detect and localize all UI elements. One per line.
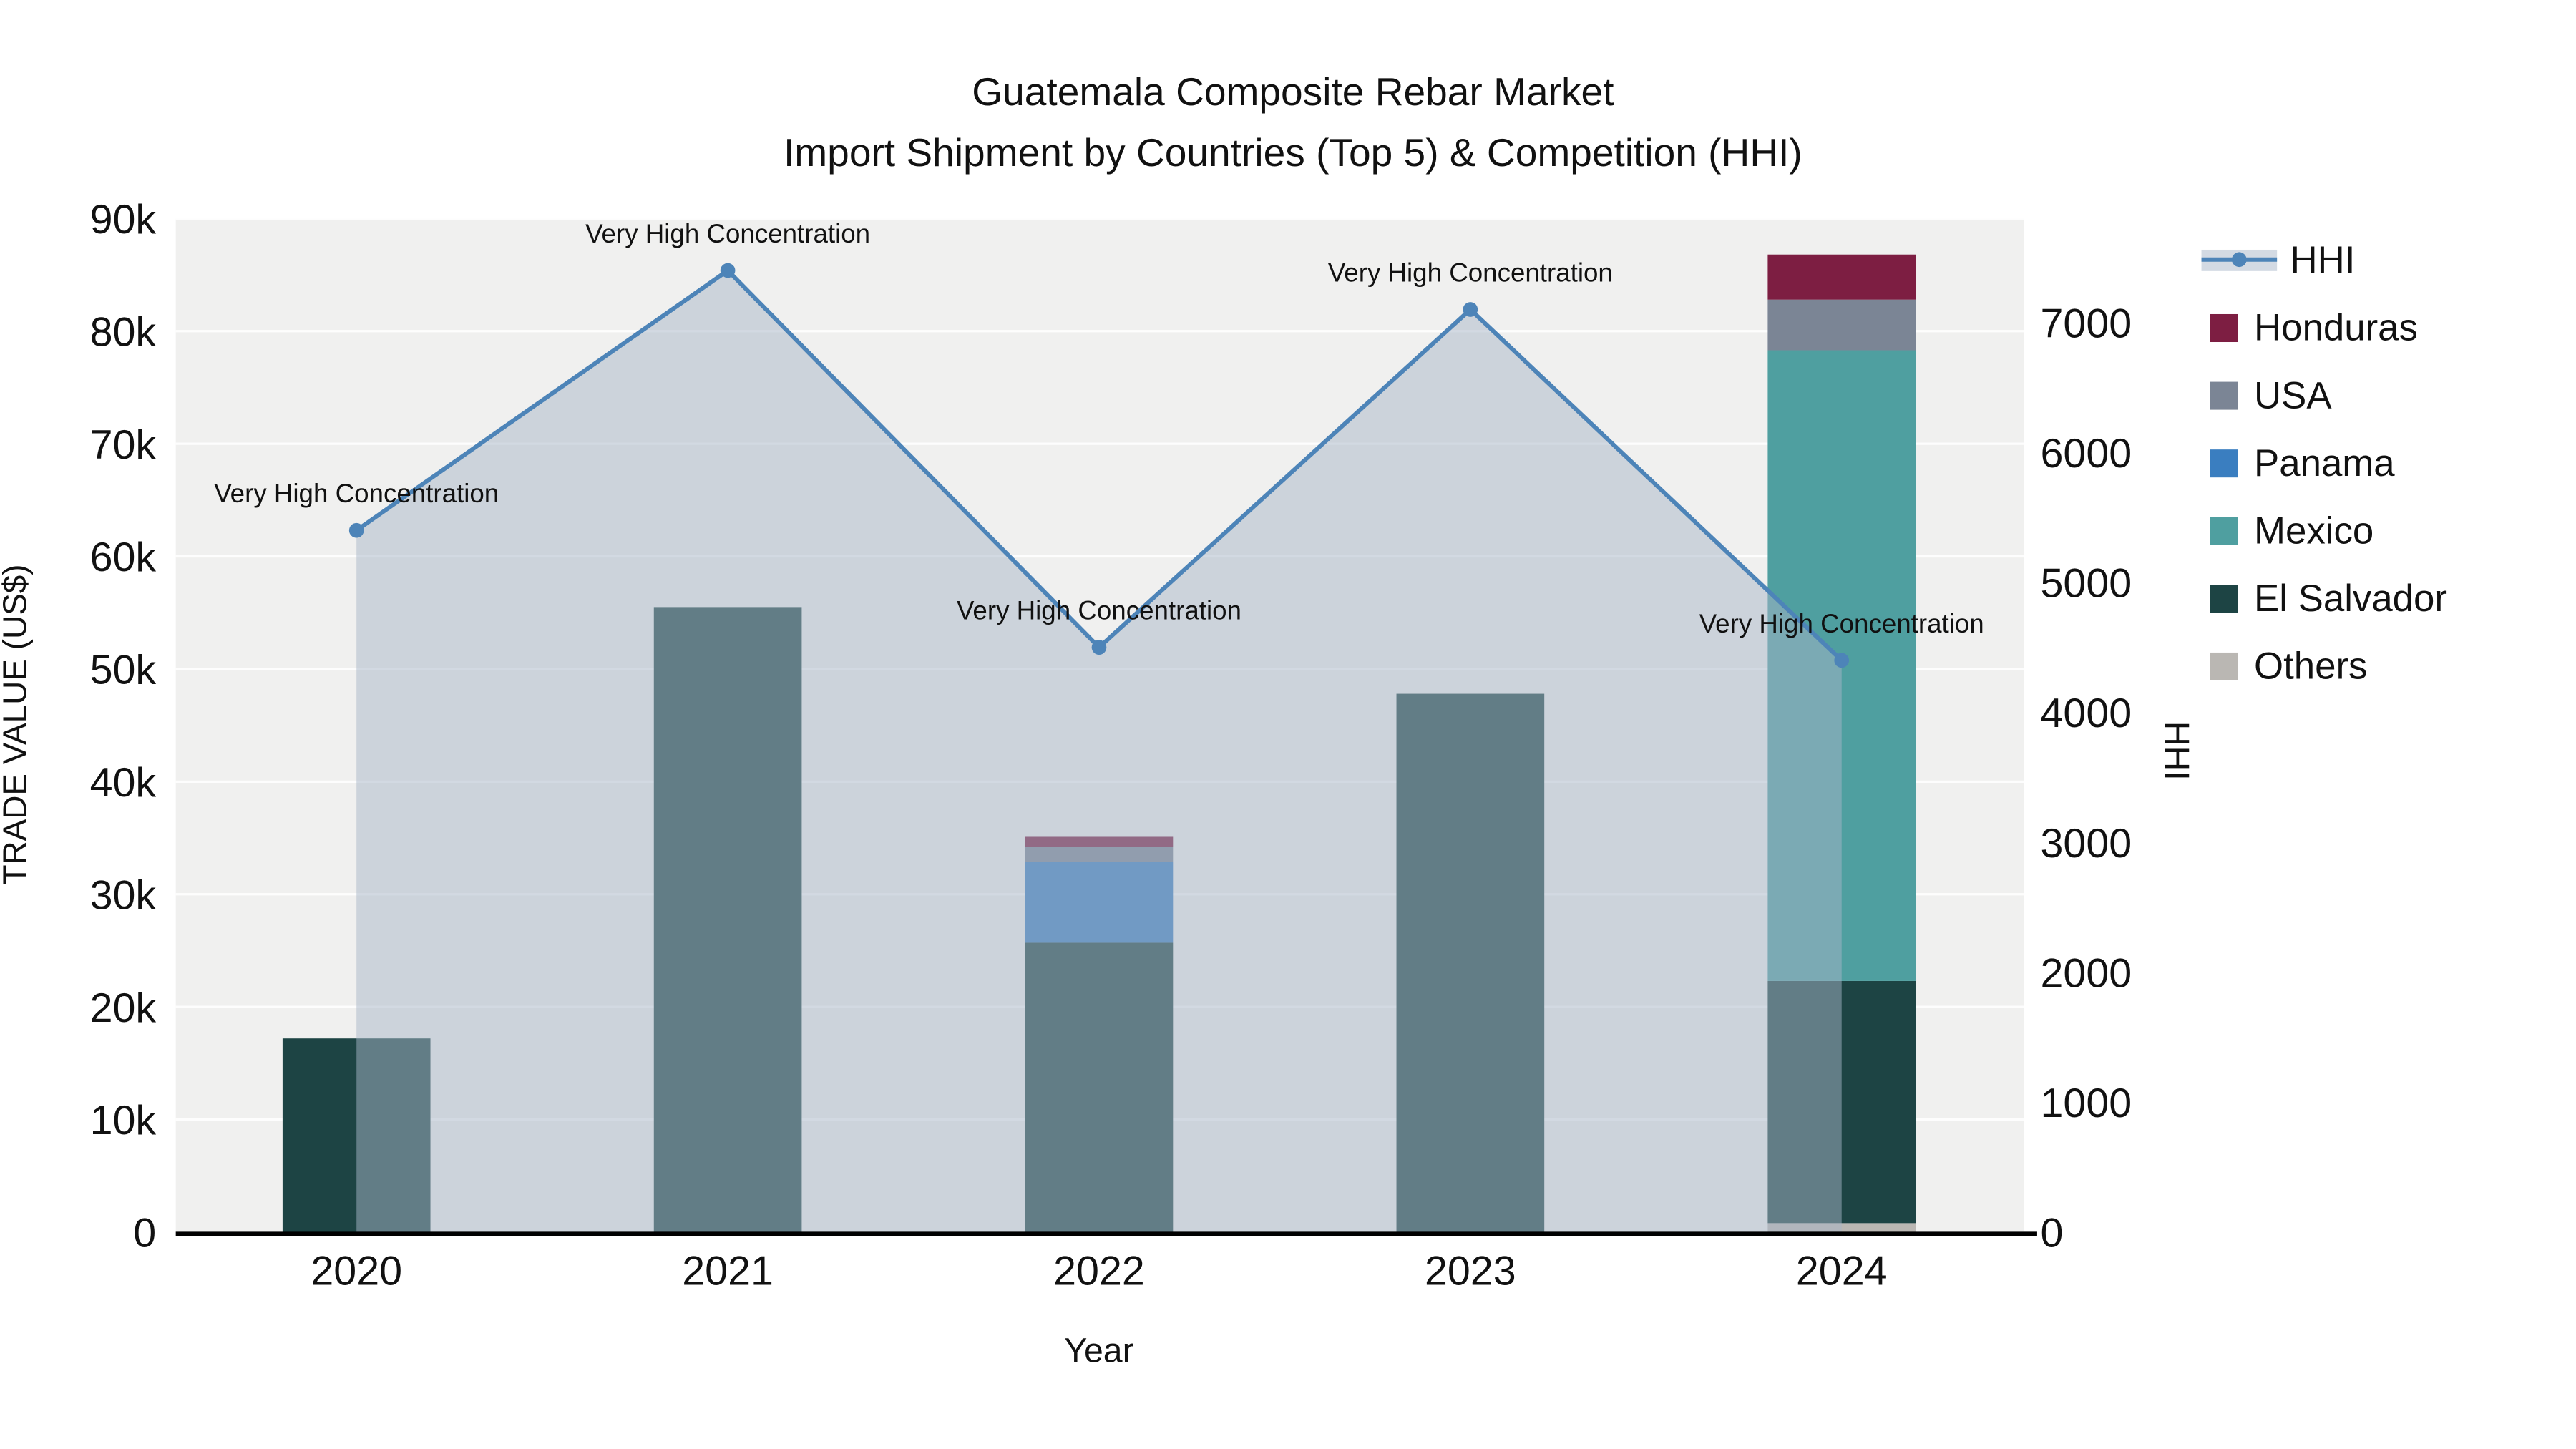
- left-axis-tick-0: 0: [133, 1211, 156, 1257]
- hhi-marker-2022: [1091, 640, 1107, 655]
- hhi-area-fill: [356, 270, 1842, 1232]
- legend-label-el-salvador: El Salvador: [2254, 577, 2447, 620]
- legend-label-mexico: Mexico: [2254, 509, 2373, 552]
- legend-swatch-panama: [2210, 449, 2238, 478]
- legend-swatch-others: [2210, 652, 2238, 680]
- right-axis-tick-4000: 4000: [2041, 691, 2132, 736]
- right-axis-tick-0: 0: [2041, 1211, 2064, 1257]
- left-axis-tick-40k: 40k: [90, 760, 157, 806]
- right-axis-tick-1000: 1000: [2041, 1080, 2132, 1126]
- legend-label-others: Others: [2254, 645, 2367, 688]
- left-axis-tick-90k: 90k: [90, 197, 157, 243]
- right-axis-tick-2000: 2000: [2041, 950, 2132, 996]
- left-axis-tick-30k: 30k: [90, 872, 157, 918]
- legend-label-panama: Panama: [2254, 442, 2395, 484]
- right-axis-tick-6000: 6000: [2041, 431, 2132, 477]
- annotation-2024: Very High Concentration: [1699, 609, 1984, 638]
- annotation-2020: Very High Concentration: [214, 479, 499, 508]
- annotation-2023: Very High Concentration: [1328, 258, 1613, 287]
- left-axis-tick-70k: 70k: [90, 422, 157, 468]
- left-axis-tick-80k: 80k: [90, 309, 157, 355]
- annotation-2022: Very High Concentration: [957, 596, 1241, 625]
- left-axis-tick-60k: 60k: [90, 535, 157, 580]
- legend-item-hhi[interactable]: HHI: [2201, 239, 2356, 281]
- legend-swatch-mexico: [2210, 517, 2238, 545]
- legend-label-honduras: Honduras: [2254, 307, 2418, 349]
- left-axis-title: TRADE VALUE (US$): [0, 564, 34, 884]
- chart-subtitle: Import Shipment by Countries (Top 5) & C…: [784, 130, 1802, 175]
- legend-item-mexico[interactable]: Mexico: [2210, 509, 2373, 552]
- legend-item-el-salvador[interactable]: El Salvador: [2210, 577, 2447, 620]
- legend-swatch-el-salvador: [2210, 585, 2238, 613]
- chart-title: Guatemala Composite Rebar Market: [972, 69, 1614, 114]
- x-axis-tick-2020: 2020: [311, 1248, 402, 1294]
- right-axis-title: HHI: [2157, 721, 2196, 781]
- legend-hhi-marker: [2232, 252, 2247, 268]
- legend-item-honduras[interactable]: Honduras: [2210, 307, 2418, 349]
- right-axis-tick-5000: 5000: [2041, 561, 2132, 607]
- right-axis-tick-7000: 7000: [2041, 301, 2132, 346]
- hhi-marker-2020: [348, 522, 364, 538]
- bar-segment-honduras-2024: [1767, 254, 1916, 300]
- x-axis-tick-2021: 2021: [682, 1248, 774, 1294]
- legend-label-hhi: HHI: [2290, 239, 2356, 281]
- legend-swatch-usa: [2210, 381, 2238, 410]
- left-axis-tick-10k: 10k: [90, 1098, 157, 1143]
- x-axis-tick-2023: 2023: [1425, 1248, 1516, 1294]
- hhi-marker-2023: [1463, 302, 1478, 317]
- legend-item-others[interactable]: Others: [2210, 645, 2367, 688]
- bar-segment-usa-2024: [1767, 299, 1916, 351]
- x-axis-tick-2024: 2024: [1796, 1248, 1888, 1294]
- annotation-2021: Very High Concentration: [585, 219, 870, 248]
- hhi-marker-2021: [720, 263, 736, 278]
- left-axis-tick-20k: 20k: [90, 985, 157, 1031]
- left-axis-tick-50k: 50k: [90, 648, 157, 693]
- hhi-marker-2024: [1834, 653, 1850, 668]
- x-axis-title: Year: [1064, 1331, 1133, 1370]
- legend-item-usa[interactable]: USA: [2210, 374, 2332, 416]
- legend-item-panama[interactable]: Panama: [2210, 442, 2395, 484]
- right-axis-tick-3000: 3000: [2041, 821, 2132, 867]
- legend-label-usa: USA: [2254, 374, 2332, 416]
- x-axis-tick-2022: 2022: [1053, 1248, 1145, 1294]
- legend-swatch-honduras: [2210, 313, 2238, 343]
